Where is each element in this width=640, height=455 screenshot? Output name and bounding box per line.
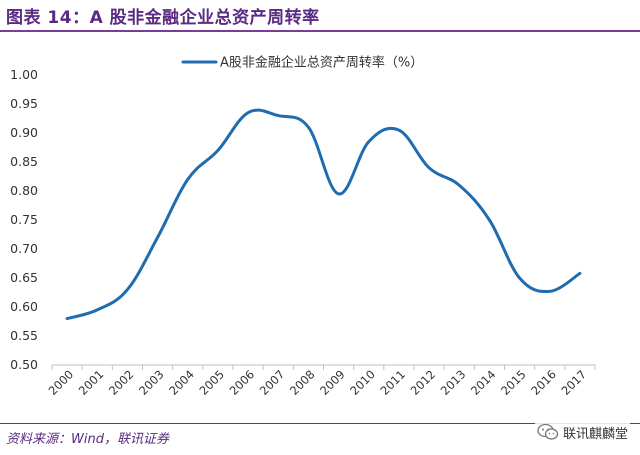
data-point — [578, 272, 581, 275]
x-tick-label: 2004 — [166, 367, 197, 398]
x-axis: 2000 2001 2002 2003 2004 2005 2006 2007 2008 2009… — [46, 364, 596, 398]
data-point — [458, 184, 461, 187]
data-point — [216, 149, 219, 152]
x-tick-label: 2009 — [317, 367, 348, 398]
y-tick-label: 0.60 — [10, 299, 38, 314]
legend: A股非金融企业总资产周转率（%） — [181, 55, 423, 71]
y-axis: 0.50 0.55 0.60 0.65 0.70 0.75 0.80 0.85 0.90 0.95… — [10, 67, 38, 372]
wechat-icon — [537, 423, 559, 440]
data-point — [96, 308, 99, 311]
x-tick-label: 2002 — [106, 367, 137, 398]
x-tick-label: 2006 — [227, 367, 258, 398]
y-tick-label: 0.50 — [10, 357, 38, 372]
series-group — [65, 108, 582, 321]
watermark: 联讯麒麟堂 — [534, 420, 630, 444]
x-tick-label: 2015 — [498, 367, 529, 398]
x-tick-label: 2007 — [257, 367, 288, 398]
data-point — [428, 166, 431, 169]
y-tick-label: 0.65 — [10, 270, 38, 285]
data-point — [397, 129, 400, 132]
y-tick-label: 0.55 — [10, 328, 38, 343]
y-tick-label: 0.70 — [10, 241, 38, 256]
data-point — [156, 236, 159, 239]
x-tick-label: 2001 — [76, 367, 107, 398]
x-tick-label: 2014 — [468, 367, 499, 398]
x-tick-label: 2010 — [347, 367, 378, 398]
data-point — [488, 219, 491, 222]
x-tick-label: 2008 — [287, 367, 318, 398]
x-tick-label: 2012 — [408, 367, 439, 398]
data-point — [307, 126, 310, 129]
data-point — [66, 317, 69, 320]
data-point — [548, 290, 551, 293]
figure-header: 图表 14：A 股非金融企业总资产周转率 — [0, 0, 640, 32]
y-tick-label: 1.00 — [10, 67, 38, 82]
data-point — [367, 140, 370, 143]
watermark-text: 联讯麒麟堂 — [562, 426, 628, 442]
y-tick-label: 0.75 — [10, 212, 38, 227]
data-point — [247, 111, 250, 114]
source-note: 资料来源：Wind，联讯证券 — [6, 432, 169, 447]
x-tick-label: 2016 — [528, 367, 559, 398]
x-tick-label: 2000 — [46, 367, 77, 398]
line-chart: 0.50 0.55 0.60 0.65 0.70 0.75 0.80 0.85 0.90 0.95… — [10, 55, 596, 398]
x-tick-label: 2011 — [377, 367, 408, 398]
source-divider — [0, 423, 640, 424]
legend-label: A股非金融企业总资产周转率（%） — [220, 55, 423, 71]
data-point — [337, 192, 340, 195]
figure-title: 图表 14：A 股非金融企业总资产周转率 — [6, 8, 320, 28]
data-point — [518, 277, 521, 280]
data-point — [186, 178, 189, 181]
y-tick-label: 0.80 — [10, 183, 38, 198]
x-tick-label: 2003 — [136, 367, 167, 398]
x-tick-label: 2017 — [558, 367, 589, 398]
data-point — [277, 114, 280, 117]
y-tick-label: 0.85 — [10, 154, 38, 169]
series-line — [65, 108, 582, 321]
x-tick-label: 2013 — [438, 367, 469, 398]
title-divider — [0, 30, 640, 32]
y-tick-label: 0.90 — [10, 125, 38, 140]
y-tick-label: 0.95 — [10, 96, 38, 111]
x-tick-label: 2005 — [196, 367, 227, 398]
data-point — [126, 288, 129, 291]
